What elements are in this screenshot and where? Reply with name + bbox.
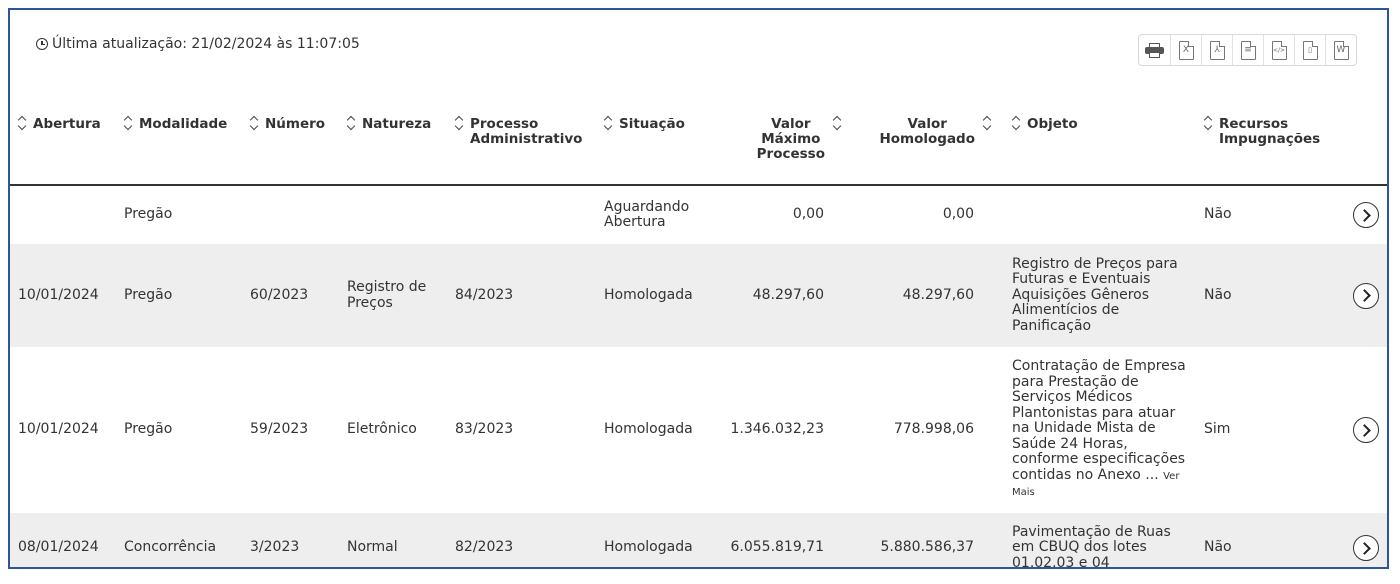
cell-situacao: Aguardando Abertura <box>604 198 690 230</box>
cell-natureza <box>339 185 447 244</box>
cell-modalidade: Concorrência <box>116 513 242 567</box>
cell-abertura <box>10 185 116 244</box>
col-header-recursos[interactable]: Recursos Impugnações <box>1196 100 1335 186</box>
xml-export-icon: </> <box>1271 40 1287 60</box>
cell-modalidade: Pregão <box>116 244 242 347</box>
table-row: 10/01/2024 Pregão 60/2023 Registro de Pr… <box>10 244 1387 347</box>
export-excel-button[interactable]: X <box>1170 35 1201 65</box>
sort-icon <box>833 117 842 130</box>
last-update: Última atualização: 21/02/2024 às 11:07:… <box>36 36 360 52</box>
cell-actions <box>1335 347 1387 513</box>
col-header-valor-maximo[interactable]: Valor Máximo Processo <box>717 100 854 186</box>
sort-icon <box>1012 117 1021 130</box>
cell-numero: 60/2023 <box>242 244 339 347</box>
view-details-button[interactable] <box>1353 202 1379 228</box>
sort-icon <box>1204 117 1213 130</box>
cell-valor-maximo: 6.055.819,71 <box>717 513 854 567</box>
export-pdf-button[interactable]: ⅄ <box>1201 35 1232 65</box>
cell-valor-homologado: 5.880.586,37 <box>854 513 1004 567</box>
text-export-icon: ≡ <box>1240 40 1256 60</box>
sort-icon <box>983 117 992 130</box>
cell-natureza: Registro de Preços <box>339 244 447 347</box>
sort-icon <box>124 117 133 130</box>
cell-modalidade: Pregão <box>124 421 173 438</box>
cell-abertura: 10/01/2024 <box>18 421 99 438</box>
col-header-processo[interactable]: Processo Administrativo <box>447 100 596 186</box>
chevron-right-icon <box>1358 289 1371 302</box>
sort-icon <box>18 117 27 130</box>
col-header-natureza[interactable]: Natureza <box>339 100 447 186</box>
cell-objeto <box>1004 185 1196 244</box>
cell-numero <box>242 185 339 244</box>
cell-abertura: 08/01/2024 <box>10 513 116 567</box>
zip-export-icon: ▯ <box>1302 40 1318 60</box>
col-header-modalidade[interactable]: Modalidade <box>116 100 242 186</box>
chevron-right-icon <box>1358 541 1371 555</box>
col-header-situacao[interactable]: Situação <box>596 100 717 186</box>
cell-recursos: Sim <box>1204 421 1231 438</box>
ver-mais-link[interactable]: Ver Mais <box>1012 470 1180 499</box>
view-details-button[interactable] <box>1353 282 1379 309</box>
cell-natureza: Normal <box>339 513 447 567</box>
cell-actions <box>1335 244 1387 347</box>
sort-icon <box>347 117 356 130</box>
export-xml-button[interactable]: </> <box>1263 35 1294 65</box>
cell-natureza: Eletrônico <box>347 421 417 438</box>
chevron-right-icon <box>1358 423 1371 437</box>
pdf-export-icon: ⅄ <box>1209 40 1225 60</box>
export-word-button[interactable]: W <box>1325 35 1356 65</box>
excel-export-icon: X <box>1178 40 1194 60</box>
cell-modalidade: Pregão <box>124 206 173 223</box>
cell-numero: 3/2023 <box>242 513 339 567</box>
cell-situacao: Homologada <box>596 513 717 567</box>
cell-situacao: Homologada <box>596 244 717 347</box>
word-export-icon: W <box>1333 40 1349 60</box>
cell-processo: 83/2023 <box>455 421 514 438</box>
sort-icon <box>455 117 464 130</box>
cell-processo: 84/2023 <box>447 244 596 347</box>
col-header-valor-homologado[interactable]: Valor Homologado <box>854 100 1004 186</box>
cell-abertura: 10/01/2024 <box>10 244 116 347</box>
last-update-text: Última atualização: 21/02/2024 às 11:07:… <box>52 36 360 52</box>
table-row: 08/01/2024 Concorrência 3/2023 Normal 82… <box>10 513 1387 567</box>
col-header-numero[interactable]: Número <box>242 100 339 186</box>
cell-valor-maximo: 48.297,60 <box>717 244 854 347</box>
export-toolbar: X ⅄ ≡ </> ▯ W <box>1138 34 1357 66</box>
cell-valor-maximo: 0,00 <box>792 206 824 223</box>
cell-recursos: Não <box>1196 513 1335 567</box>
col-header-abertura[interactable]: Abertura <box>10 100 116 186</box>
cell-processo <box>447 185 596 244</box>
cell-valor-maximo: 1.346.032,23 <box>730 421 824 438</box>
licitacoes-panel: Última atualização: 21/02/2024 às 11:07:… <box>8 8 1389 569</box>
cell-objeto: Contratação de Empresa para Prestação de… <box>1012 358 1186 499</box>
cell-recursos: Não <box>1196 244 1335 347</box>
cell-processo: 82/2023 <box>447 513 596 567</box>
sort-icon <box>250 117 259 130</box>
cell-valor-homologado: 0,00 <box>942 206 974 223</box>
table-header-row: Abertura Modalidade Número Natureza Proc… <box>10 100 1387 186</box>
print-icon <box>1145 43 1164 58</box>
col-header-actions <box>1335 100 1387 186</box>
cell-valor-homologado: 48.297,60 <box>854 244 1004 347</box>
col-header-objeto[interactable]: Objeto <box>1004 100 1196 186</box>
cell-numero: 59/2023 <box>250 421 309 438</box>
clock-icon <box>36 38 48 50</box>
print-button[interactable] <box>1139 35 1170 65</box>
table-row: 10/01/2024 Pregão 59/2023 Eletrônico 83/… <box>10 347 1387 513</box>
chevron-right-icon <box>1358 208 1371 222</box>
sort-icon <box>604 117 613 130</box>
cell-actions <box>1335 513 1387 567</box>
table-row: Pregão Aguardando Abertura 0,00 0,00 Não <box>10 185 1387 244</box>
cell-recursos: Não <box>1204 206 1232 223</box>
licitacoes-table: Abertura Modalidade Número Natureza Proc… <box>10 100 1387 567</box>
cell-objeto: Pavimentação de Ruas em CBUQ dos lotes 0… <box>1004 513 1196 567</box>
export-zip-button[interactable]: ▯ <box>1294 35 1325 65</box>
cell-objeto: Registro de Preços para Futuras e Eventu… <box>1004 244 1196 347</box>
view-details-button[interactable] <box>1353 535 1379 561</box>
cell-valor-homologado: 778.998,06 <box>893 421 974 438</box>
cell-actions <box>1335 185 1387 244</box>
cell-situacao: Homologada <box>604 421 693 438</box>
view-details-button[interactable] <box>1353 417 1379 443</box>
export-text-button[interactable]: ≡ <box>1232 35 1263 65</box>
